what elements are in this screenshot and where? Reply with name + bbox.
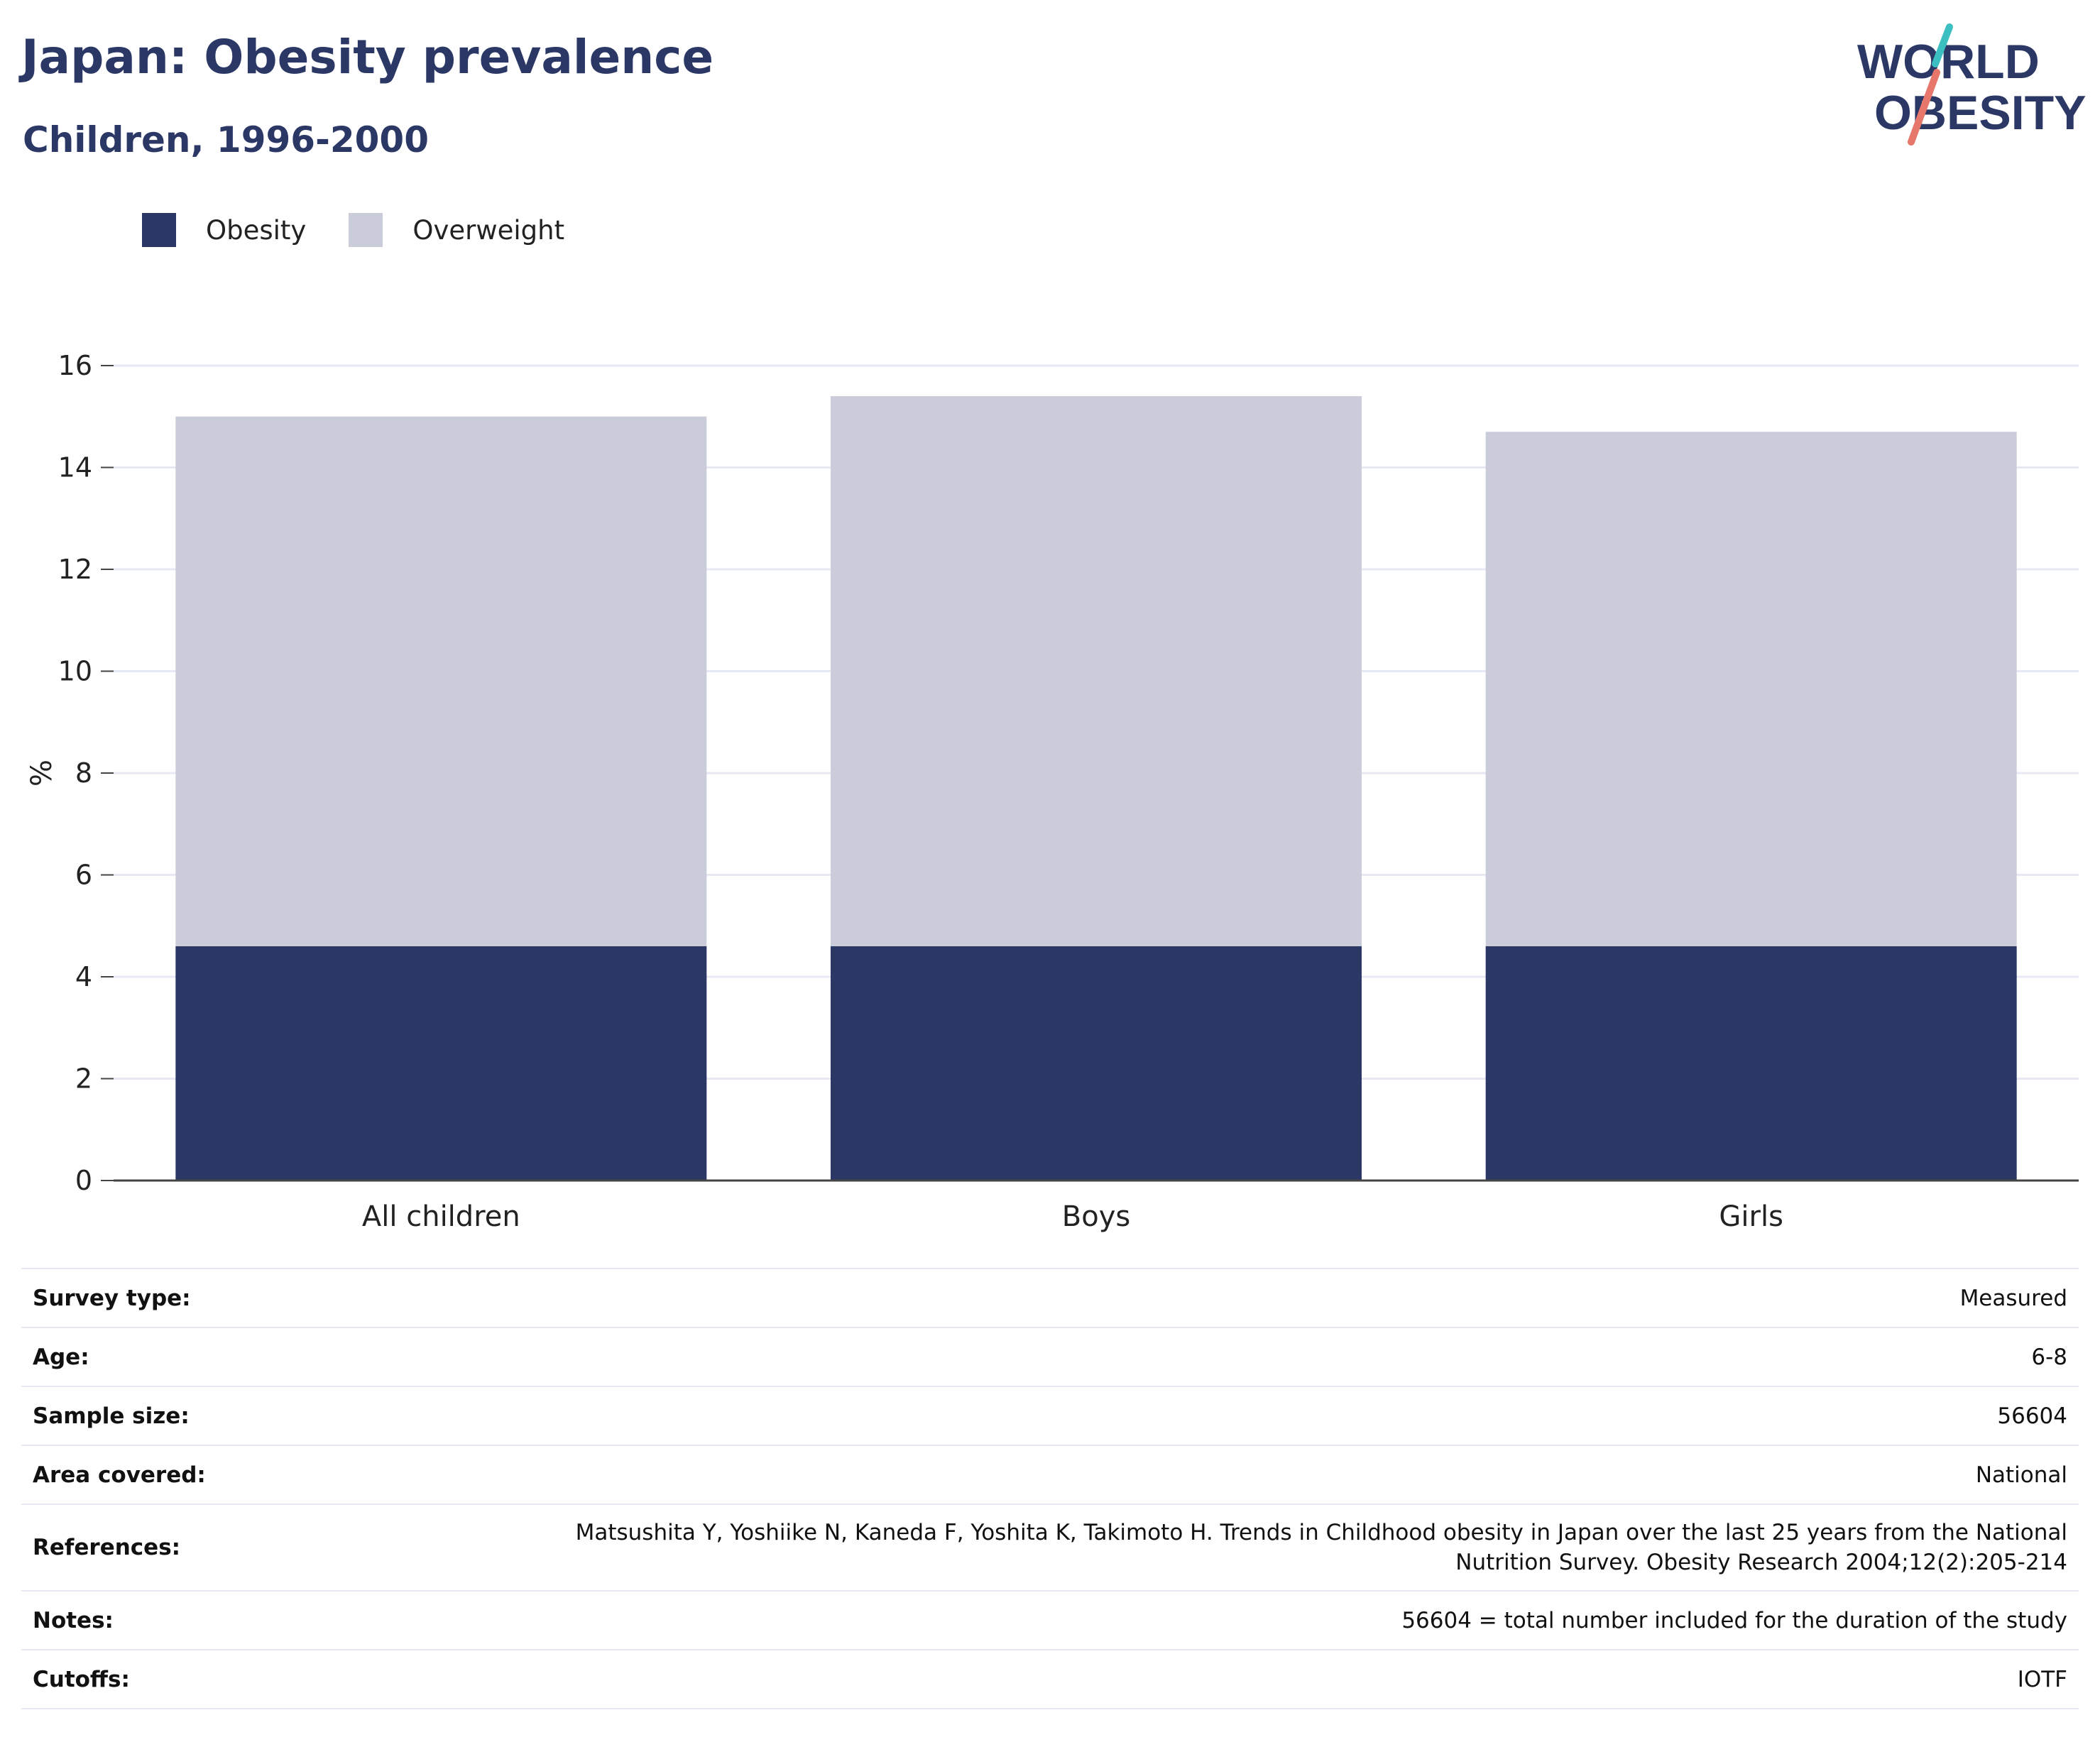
meta-key-survey-type: Survey type: xyxy=(21,1268,399,1327)
bar-obesity xyxy=(175,946,707,1181)
meta-row-references: References: Matsushita Y, Yoshiike N, Ka… xyxy=(21,1504,2079,1591)
x-tick-label: Girls xyxy=(1719,1200,1783,1233)
meta-value-survey-type: Measured xyxy=(399,1268,2079,1327)
y-tick-label: 6 xyxy=(75,860,92,891)
logo-word-obesity: OBESITY xyxy=(1874,86,2087,140)
y-tick-label: 14 xyxy=(58,452,92,483)
meta-key-age: Age: xyxy=(21,1327,399,1386)
world-obesity-logo: WORLD OBESITY xyxy=(1857,23,2087,146)
meta-key-sample-size: Sample size: xyxy=(21,1386,399,1445)
meta-key-cutoffs: Cutoffs: xyxy=(21,1649,399,1709)
meta-row-survey-type: Survey type: Measured xyxy=(21,1268,2079,1327)
reference-line-1: Matsushita Y, Yoshiike N, Kaneda F, Yosh… xyxy=(575,1520,2067,1545)
meta-value-age: 6-8 xyxy=(399,1327,2079,1386)
y-tick-label: 16 xyxy=(58,350,92,381)
y-tick-label: 12 xyxy=(58,554,92,585)
meta-row-cutoffs: Cutoffs: IOTF xyxy=(21,1649,2079,1709)
chart-title: Japan: Obesity prevalence xyxy=(21,30,714,84)
y-tick-label: 8 xyxy=(75,757,92,789)
meta-key-area-covered: Area covered: xyxy=(21,1445,399,1504)
meta-value-area-covered: National xyxy=(399,1445,2079,1504)
meta-value-references: Matsushita Y, Yoshiike N, Kaneda F, Yosh… xyxy=(399,1504,2079,1591)
bar-overweight xyxy=(1485,432,2017,946)
legend-swatch-overweight xyxy=(349,213,383,247)
logo-slash-coral xyxy=(1908,69,1940,146)
y-tick-label: 4 xyxy=(75,961,92,992)
bar-obesity xyxy=(1485,946,2017,1181)
y-tick-label: 2 xyxy=(75,1063,92,1095)
stacked-bar-chart: 0 2 4 6 8 10 12 14 16 All children Boys Girls% xyxy=(26,350,2079,1233)
chart-legend: Obesity Overweight xyxy=(142,210,607,250)
y-tick-label: 10 xyxy=(58,656,92,687)
meta-key-references: References: xyxy=(21,1504,399,1591)
meta-row-notes: Notes: 56604 = total number included for… xyxy=(21,1590,2079,1650)
x-tick-label: All children xyxy=(362,1200,520,1233)
y-tick-label: 0 xyxy=(75,1165,92,1196)
meta-value-notes: 56604 = total number included for the du… xyxy=(399,1590,2079,1650)
legend-item-overweight[interactable]: Overweight xyxy=(349,213,564,247)
logo-slash-teal xyxy=(1932,23,1953,67)
meta-row-area-covered: Area covered: National xyxy=(21,1445,2079,1504)
reference-line-2: Nutrition Survey. Obesity Research 2004;… xyxy=(1455,1550,2067,1575)
legend-label-overweight: Overweight xyxy=(412,214,565,246)
meta-key-notes: Notes: xyxy=(21,1590,399,1650)
meta-row-age: Age: 6-8 xyxy=(21,1327,2079,1386)
legend-item-obesity[interactable]: Obesity xyxy=(142,213,306,247)
meta-value-cutoffs: IOTF xyxy=(399,1649,2079,1709)
chart-subtitle: Children, 1996-2000 xyxy=(23,119,429,160)
legend-label-obesity: Obesity xyxy=(206,214,307,246)
logo-word-world: WORLD xyxy=(1857,35,2040,89)
legend-swatch-obesity xyxy=(142,213,176,247)
bar-overweight xyxy=(831,396,1362,946)
meta-value-sample-size: 56604 xyxy=(399,1386,2079,1445)
survey-metadata-table: Survey type: Measured Age: 6-8 Sample si… xyxy=(21,1268,2079,1709)
meta-row-sample-size: Sample size: 56604 xyxy=(21,1386,2079,1445)
bar-obesity xyxy=(831,946,1362,1181)
y-axis-label: % xyxy=(26,760,58,787)
bar-overweight xyxy=(175,416,707,946)
x-tick-label: Boys xyxy=(1062,1200,1130,1233)
